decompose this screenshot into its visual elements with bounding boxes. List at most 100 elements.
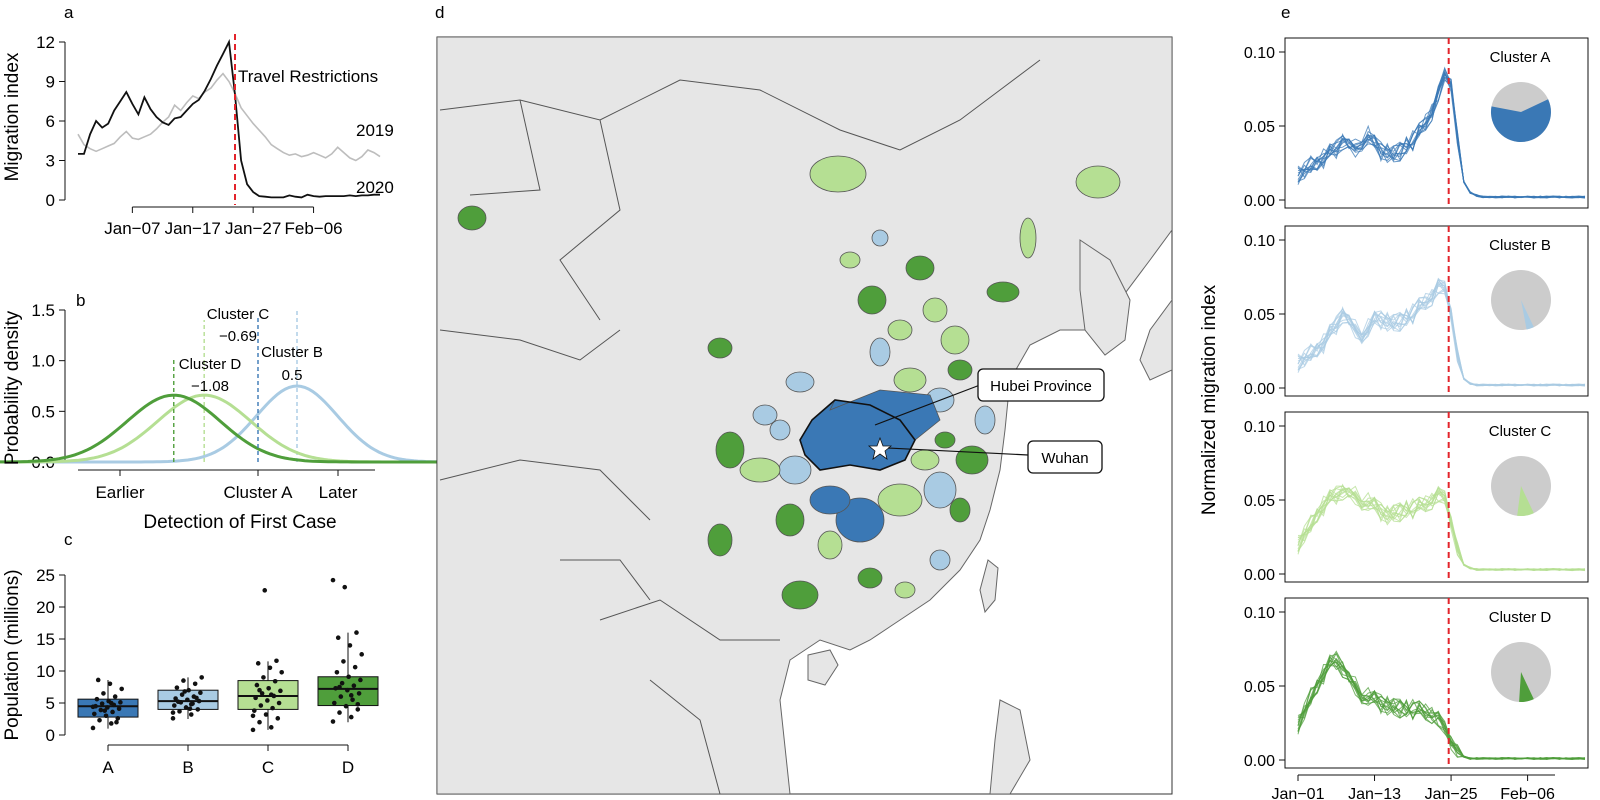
box-C-point: [268, 725, 274, 730]
box-A-point: [107, 681, 113, 687]
panel-e-x-tick-label: Jan−13: [1348, 786, 1401, 800]
panel-e-y-tick-label: 0.00: [1244, 567, 1275, 584]
box-C-point: [278, 688, 283, 694]
map-region-cluster-d: [707, 337, 733, 359]
box-C-point: [252, 708, 257, 713]
box-A-point: [115, 716, 121, 721]
panel-c-x-tick-label: A: [102, 758, 114, 777]
series-2019-line: [77, 72, 381, 162]
box-B-point: [196, 698, 202, 704]
box-B-point: [181, 678, 186, 683]
panel-e-y-tick-label: 0.10: [1244, 45, 1275, 62]
cluster-b-density-curve: [0, 384, 454, 464]
cluster-b-title: Cluster B: [1489, 237, 1551, 254]
box-D-point: [348, 693, 354, 698]
map-region-cluster-d: [857, 285, 887, 315]
box-B-point: [170, 716, 176, 721]
panel-letter-e: e: [1281, 3, 1290, 22]
panel-c-y-axis: 0 5 10 15 20 25: [36, 566, 348, 746]
wuhan-star-icon: [867, 436, 893, 460]
box-D-point: [339, 680, 345, 686]
box-D-point: [334, 669, 340, 675]
panel-a-x-tick-label: Feb−06: [284, 219, 342, 238]
cluster-b-name-label: Cluster B: [261, 344, 323, 361]
panel-letter-d: d: [435, 3, 444, 22]
map-region-cluster-b: [974, 405, 996, 435]
box-C-point: [257, 687, 262, 693]
panel-b-x-axis: Earlier Cluster A Later: [78, 469, 375, 502]
map-region-cluster-b: [929, 549, 951, 571]
box-C-point: [255, 661, 261, 666]
panel-e-y-tick-label: 0.05: [1244, 307, 1275, 324]
box-B-point: [188, 712, 194, 717]
hubei-callout-line: [874, 384, 981, 426]
panel-b-y-tick-label: 1.0: [31, 352, 55, 371]
box-D-point: [356, 691, 362, 696]
box-C-point: [274, 658, 279, 664]
cluster-a-series-line: [1297, 71, 1586, 199]
box-D-point: [359, 652, 364, 657]
panel-b-series: [0, 308, 454, 464]
map-region-cluster-c: [817, 530, 843, 560]
hubei-callout-label: Hubei Province: [990, 378, 1092, 395]
box-C-point: [262, 588, 268, 593]
box-C-point: [253, 695, 258, 701]
box-D-point: [342, 584, 348, 590]
box-A-point: [112, 694, 118, 699]
box-A-point: [97, 717, 102, 723]
box-C-point: [276, 700, 282, 706]
box-B-point: [198, 690, 203, 696]
box-C-point: [250, 727, 256, 733]
box-A-point: [118, 700, 123, 705]
map-korea: [1079, 239, 1131, 356]
box-A-point: [108, 700, 114, 706]
box-C-point: [254, 682, 260, 688]
panel-c-population-boxplot: 0 5 10 15 20 25 A B C D Population (millions): [2, 566, 379, 777]
box-C-point: [261, 675, 266, 680]
map-region-cluster-d: [715, 431, 745, 469]
map-region-cluster-d: [707, 523, 733, 557]
box-D-point: [348, 714, 354, 720]
panel-a-x-tick-label: Jan−07: [104, 219, 160, 238]
cluster-b-mean-label: 0.5: [282, 367, 303, 384]
panel-b-x-axis-label: Detection of First Case: [143, 512, 336, 533]
box-A-point: [92, 711, 97, 717]
panel-a-migration-chart: 0 3 6 9 12 Jan−07 Jan−17 Jan−27 Feb−06 Migratio…: [2, 33, 394, 238]
panel-c-y-tick-label: 5: [46, 694, 55, 713]
box-D-point: [352, 664, 358, 670]
map-country-borders: [439, 59, 1041, 794]
map-region-cluster-d: [934, 431, 956, 449]
cluster-d-mean-label: −1.08: [191, 378, 229, 395]
box-C-point: [268, 692, 274, 697]
panel-e-x-tick-label: Jan−01: [1272, 786, 1325, 800]
panel-c-boxes: A B C D: [77, 577, 379, 777]
panel-e-x-tick-label: Feb−06: [1500, 786, 1555, 800]
box-A-point: [90, 704, 96, 710]
map-region-cluster-c: [893, 367, 927, 393]
map-region-cluster-c: [877, 483, 923, 517]
panel-a-y-tick-label: 0: [46, 191, 55, 210]
box-B-point: [179, 692, 185, 697]
box-A-point: [99, 701, 105, 706]
panel-b-x-tick-label: Later: [319, 483, 358, 502]
travel-restrictions-label: Travel Restrictions: [238, 67, 378, 86]
panel-c-y-tick-label: 0: [46, 726, 55, 745]
box-C-point: [257, 719, 262, 725]
box-B-point: [170, 710, 176, 715]
box-A-point: [90, 725, 96, 731]
panel-c-y-tick-label: 20: [36, 598, 55, 617]
box-C-point: [266, 685, 271, 691]
map-region-cluster-c: [739, 457, 781, 483]
map-region-cluster-b: [778, 455, 812, 485]
cluster-a-title: Cluster A: [1490, 49, 1551, 66]
map-region-cluster-a: [835, 497, 885, 543]
box-A-point: [105, 705, 110, 710]
map-region-cluster-d: [949, 497, 971, 523]
panel-e-y-tick-label: 0.05: [1244, 493, 1275, 510]
cluster-d-pie-slice: [1519, 672, 1534, 702]
map-region-cluster-c: [922, 297, 948, 323]
box-C-point: [265, 698, 270, 703]
map-region-cluster-c: [887, 319, 913, 341]
cluster-c-series-line: [1297, 487, 1586, 571]
hubei-callout-box: [977, 368, 1105, 402]
